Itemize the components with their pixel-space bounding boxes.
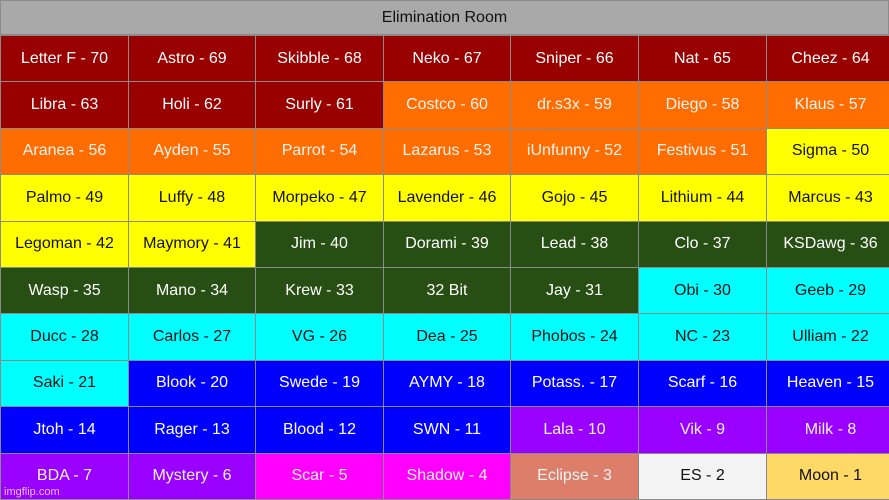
contestant-cell: VG - 26 — [256, 314, 383, 360]
contestant-cell: Heaven - 15 — [767, 360, 889, 407]
contestant-cell: Jtoh - 14 — [1, 407, 128, 453]
contestant-cell: Maymory - 41 — [129, 221, 255, 267]
contestant-cell: Blood - 12 — [256, 407, 383, 453]
contestant-cell: Cheez - 64 — [767, 36, 889, 82]
contestant-cell: Saki - 21 — [1, 360, 128, 407]
contestant-cell: Ayden - 55 — [129, 128, 255, 175]
contestant-cell: Wasp - 35 — [1, 268, 128, 314]
contestant-cell: Swede - 19 — [256, 360, 383, 407]
contestant-cell: Mano - 34 — [129, 268, 255, 314]
contestant-cell: Vik - 9 — [639, 407, 766, 453]
contestant-cell: Eclipse - 3 — [511, 453, 638, 499]
contestant-cell: Blook - 20 — [129, 360, 255, 407]
contestant-cell: Parrot - 54 — [256, 128, 383, 175]
contestant-cell: Phobos - 24 — [511, 314, 638, 360]
contestant-cell: Sniper - 66 — [511, 36, 638, 82]
contestant-cell: Festivus - 51 — [639, 128, 766, 175]
contestant-cell: Lithium - 44 — [639, 175, 766, 221]
contestant-cell: Gojo - 45 — [511, 175, 638, 221]
contestant-cell: 32 Bit — [384, 268, 510, 314]
contestant-cell: Ulliam - 22 — [767, 314, 889, 360]
contestant-cell: NC - 23 — [639, 314, 766, 360]
contestant-cell: Scarf - 16 — [639, 360, 766, 407]
contestant-cell: Shadow - 4 — [384, 453, 510, 499]
contestant-cell: Moon - 1 — [767, 453, 889, 499]
contestant-cell: Legoman - 42 — [1, 221, 128, 267]
contestant-cell: Palmo - 49 — [1, 175, 128, 221]
contestant-cell: BDA - 7 — [1, 453, 128, 499]
contestant-cell: Dorami - 39 — [384, 221, 510, 267]
contestant-cell: Lead - 38 — [511, 221, 638, 267]
contestant-cell: Diego - 58 — [639, 82, 766, 128]
contestant-cell: AYMY - 18 — [384, 360, 510, 407]
watermark: imgflip.com — [4, 486, 60, 498]
contestant-cell: Sigma - 50 — [767, 128, 889, 175]
contestant-cell: Lazarus - 53 — [384, 128, 510, 175]
contestant-cell: Letter F - 70 — [1, 36, 128, 82]
contestant-grid: Letter F - 70 Astro - 69 Skibble - 68 Neko … — [1, 36, 889, 499]
contestant-cell: Luffy - 48 — [129, 175, 255, 221]
contestant-cell: Scar - 5 — [256, 453, 383, 499]
contestant-cell: Mystery - 6 — [129, 453, 255, 499]
contestant-cell: Nat - 65 — [639, 36, 766, 82]
contestant-cell: iUnfunny - 52 — [511, 128, 638, 175]
contestant-cell: dr.s3x - 59 — [511, 82, 638, 128]
contestant-cell: Clo - 37 — [639, 221, 766, 267]
contestant-cell: Libra - 63 — [1, 82, 128, 128]
contestant-cell: Holi - 62 — [129, 82, 255, 128]
contestant-cell: Rager - 13 — [129, 407, 255, 453]
contestant-cell: Neko - 67 — [384, 36, 510, 82]
contestant-cell: Aranea - 56 — [1, 128, 128, 175]
contestant-cell: Milk - 8 — [767, 407, 889, 453]
contestant-cell: Potass. - 17 — [511, 360, 638, 407]
contestant-cell: Jay - 31 — [511, 268, 638, 314]
contestant-cell: Morpeko - 47 — [256, 175, 383, 221]
contestant-cell: Dea - 25 — [384, 314, 510, 360]
contestant-cell: Surly - 61 — [256, 82, 383, 128]
contestant-cell: Jim - 40 — [256, 221, 383, 267]
contestant-cell: Krew - 33 — [256, 268, 383, 314]
contestant-cell: Marcus - 43 — [767, 175, 889, 221]
contestant-cell: Astro - 69 — [129, 36, 255, 82]
contestant-cell: Geeb - 29 — [767, 268, 889, 314]
contestant-cell: Carlos - 27 — [129, 314, 255, 360]
contestant-cell: Costco - 60 — [384, 82, 510, 128]
contestant-cell: Lavender - 46 — [384, 175, 510, 221]
contestant-cell: Lala - 10 — [511, 407, 638, 453]
contestant-cell: Obi - 30 — [639, 268, 766, 314]
contestant-cell: ES - 2 — [639, 453, 766, 499]
contestant-cell: Ducc - 28 — [1, 314, 128, 360]
contestant-cell: Skibble - 68 — [256, 36, 383, 82]
contestant-cell: Klaus - 57 — [767, 82, 889, 128]
contestant-cell: KSDawg - 36 — [767, 221, 889, 267]
contestant-cell: SWN - 11 — [384, 407, 510, 453]
board-title: Elimination Room — [1, 1, 888, 35]
